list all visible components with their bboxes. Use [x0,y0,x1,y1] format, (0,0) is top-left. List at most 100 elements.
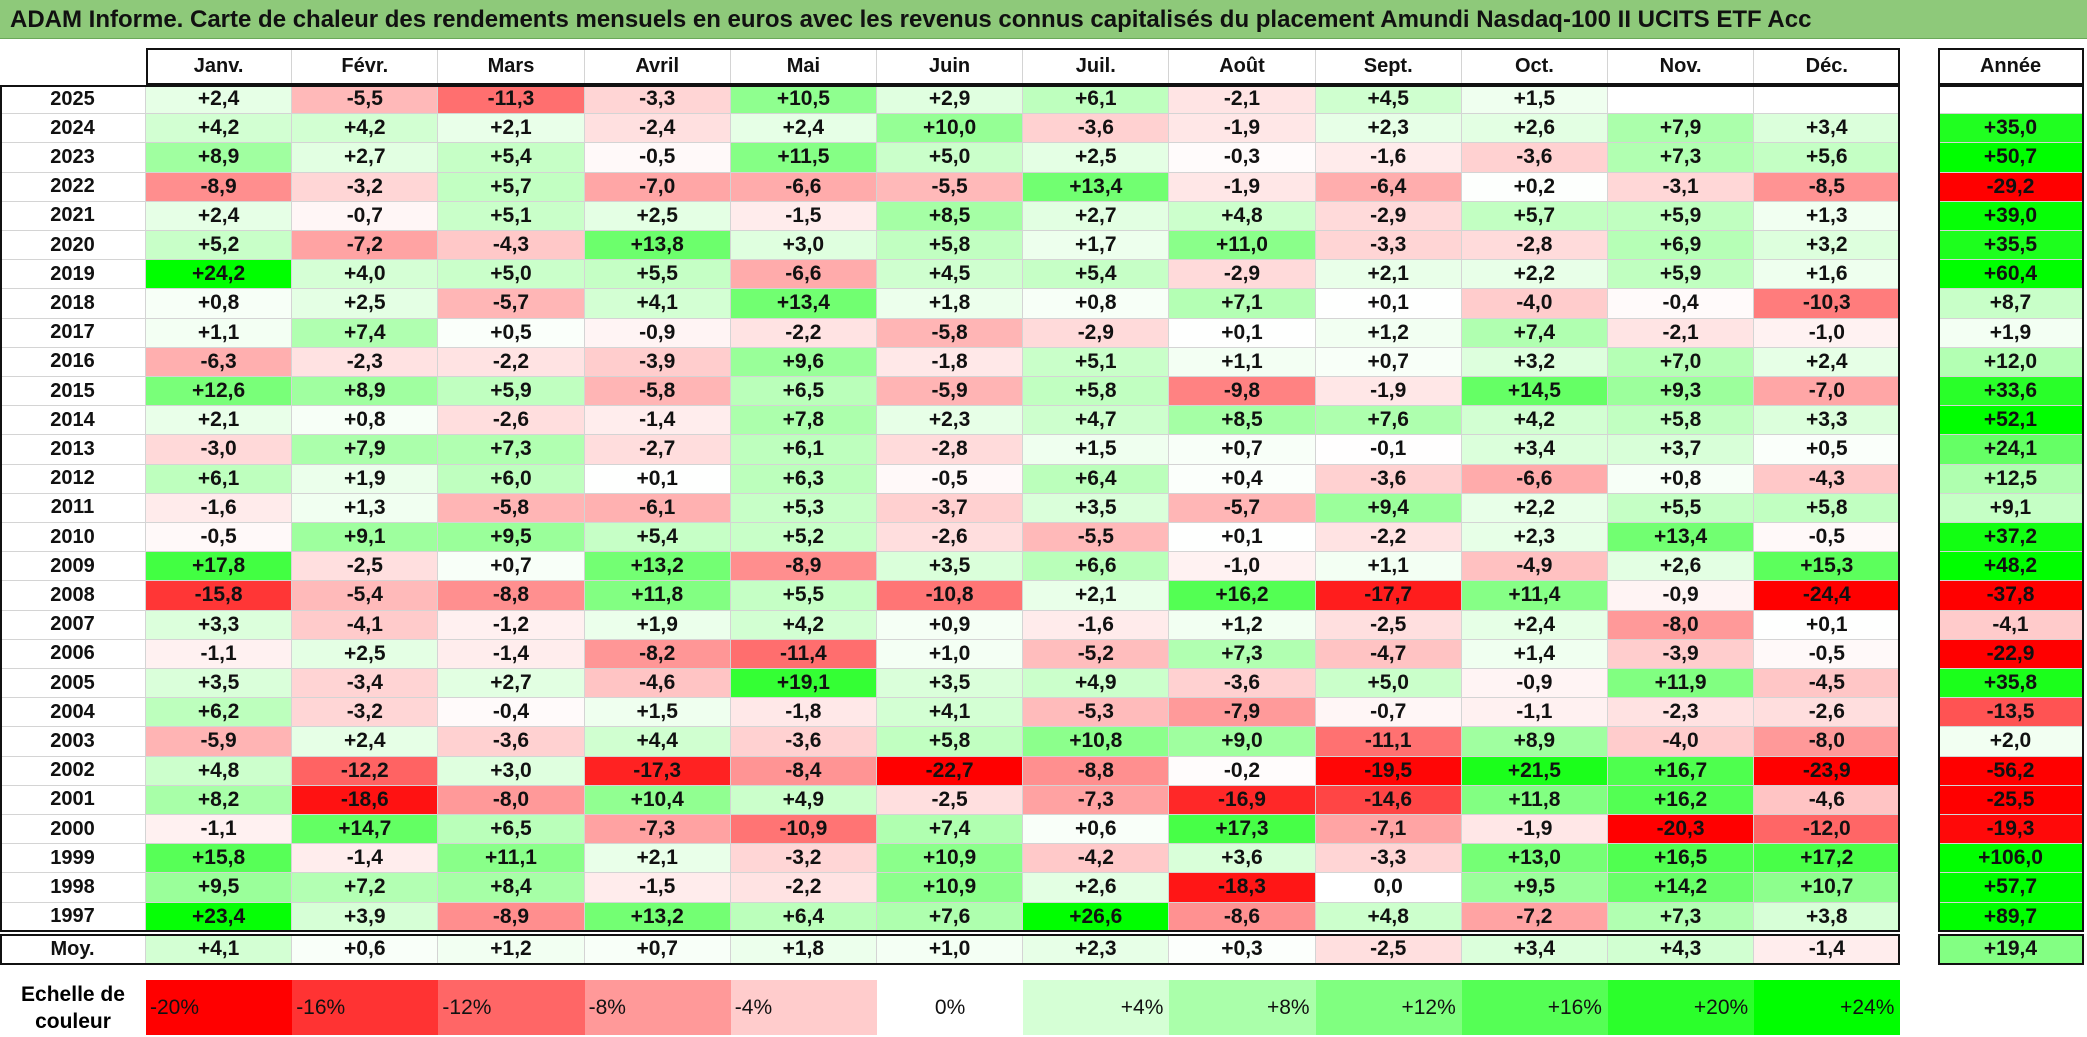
color-scale-title-line2: couleur [35,1009,111,1033]
month-header: Août [1169,48,1316,85]
heatmap-cell: +3,4 [1461,435,1608,465]
heatmap-cell: -3,6 [1169,669,1316,699]
heatmap-cell: +1,9 [584,610,731,640]
annual-cell: +24,1 [1938,435,2084,465]
annual-cell [1938,85,2084,115]
heatmap-cell: +2,5 [292,289,439,319]
heatmap-cell: +3,5 [877,669,1024,699]
heatmap-cell: +13,0 [1461,844,1608,874]
heatmap-cell: -2,2 [1315,523,1462,553]
heatmap-cell: -8,9 [438,902,585,932]
heatmap-cell: +5,2 [146,231,293,261]
heatmap-cell: +4,1 [877,698,1024,728]
heatmap-cell: +3,5 [1023,493,1170,523]
heatmap-cell: +10,4 [584,785,731,815]
heatmap-cell: +12,6 [146,377,293,407]
heatmap-cell: -1,6 [1315,143,1462,173]
heatmap-cell: +8,9 [292,377,439,407]
annual-cell: +8,7 [1938,289,2084,319]
month-header: Sept. [1315,48,1462,85]
heatmap-cell: +5,8 [1608,406,1755,436]
heatmap-cell: -17,7 [1315,581,1462,611]
year-label: 2008 [0,581,146,611]
heatmap-cell: -3,6 [730,727,877,757]
heatmap-cell: -0,3 [1169,143,1316,173]
annual-cell: +89,7 [1938,902,2084,932]
heatmap-cell: +11,8 [584,581,731,611]
month-header: Mai [730,48,877,85]
year-label: 2023 [0,143,146,173]
heatmap-cell: -17,3 [584,756,731,786]
heatmap-cell: +5,5 [1608,493,1755,523]
heatmap-cell: +0,7 [1315,347,1462,377]
heatmap-cell: -0,5 [877,464,1024,494]
annual-cell: -29,2 [1938,172,2084,202]
heatmap-cell: -5,5 [877,172,1024,202]
heatmap-cell: -8,0 [1754,727,1901,757]
heatmap-cell: -7,0 [584,172,731,202]
heatmap-cell: -2,3 [292,347,439,377]
month-header: Janv. [146,48,293,85]
heatmap-cell: -19,5 [1315,756,1462,786]
heatmap-cell: -2,1 [1608,318,1755,348]
heatmap-cell: +3,2 [1754,231,1901,261]
heatmap-cell: +13,4 [1023,172,1170,202]
heatmap-cell: -3,6 [1315,464,1462,494]
heatmap-cell: +16,2 [1169,581,1316,611]
average-cell: -2,5 [1315,934,1462,965]
heatmap-cell: +9,6 [730,347,877,377]
annual-cell: +52,1 [1938,406,2084,436]
heatmap-cell: -3,6 [1023,114,1170,144]
heatmap-cell: +14,2 [1608,873,1755,903]
heatmap-cell: +3,6 [1169,844,1316,874]
heatmap-cell: -5,5 [292,85,439,115]
year-label: 2017 [0,318,146,348]
heatmap-cell: +13,8 [584,231,731,261]
heatmap-cell: +2,2 [1461,260,1608,290]
heatmap-cell: -1,4 [292,844,439,874]
heatmap-cell: +6,2 [146,698,293,728]
heatmap-cell: -8,8 [1023,756,1170,786]
average-cell: +0,3 [1169,934,1316,965]
heatmap-cell: -4,5 [1754,669,1901,699]
heatmap-cell: -0,7 [1315,698,1462,728]
heatmap-cell: -10,8 [877,581,1024,611]
annual-cell: -56,2 [1938,756,2084,786]
month-header: Nov. [1608,48,1755,85]
heatmap-cell: +9,3 [1608,377,1755,407]
heatmap-cell: +1,3 [292,493,439,523]
average-cell: +4,1 [146,934,293,965]
heatmap-cell: +2,5 [584,201,731,231]
heatmap-cell: +2,6 [1023,873,1170,903]
year-label: 1997 [0,902,146,932]
heatmap-cell: +4,1 [584,289,731,319]
heatmap-cell: -3,3 [1315,231,1462,261]
heatmap-cell: +10,0 [877,114,1024,144]
heatmap-cell: -3,3 [584,85,731,115]
heatmap-cell: -2,9 [1169,260,1316,290]
average-cell: +0,6 [292,934,439,965]
heatmap-cell: +17,3 [1169,815,1316,845]
heatmap-cell: -4,3 [438,231,585,261]
year-label: 2022 [0,172,146,202]
year-label: 2011 [0,493,146,523]
heatmap-cell: -11,1 [1315,727,1462,757]
heatmap-cell: +5,8 [1023,377,1170,407]
heatmap-cell: +3,8 [1754,902,1901,932]
heatmap-cell: +5,3 [730,493,877,523]
heatmap-cell: -6,1 [584,493,731,523]
heatmap-cell: +15,8 [146,844,293,874]
color-scale-swatch: +4% [1023,980,1170,1035]
heatmap-cell: +5,8 [877,727,1024,757]
annual-cell: +106,0 [1938,844,2084,874]
year-label: 2007 [0,610,146,640]
heatmap-cell: -14,6 [1315,785,1462,815]
heatmap-cell: +4,0 [292,260,439,290]
heatmap-cell: -11,3 [438,85,585,115]
heatmap-cell: +0,4 [1169,464,1316,494]
heatmap-cell: -7,2 [1461,902,1608,932]
heatmap-cell: +13,2 [584,552,731,582]
color-scale-swatch: 0% [877,980,1024,1035]
annual-cell: +2,0 [1938,727,2084,757]
heatmap-cell: +11,5 [730,143,877,173]
